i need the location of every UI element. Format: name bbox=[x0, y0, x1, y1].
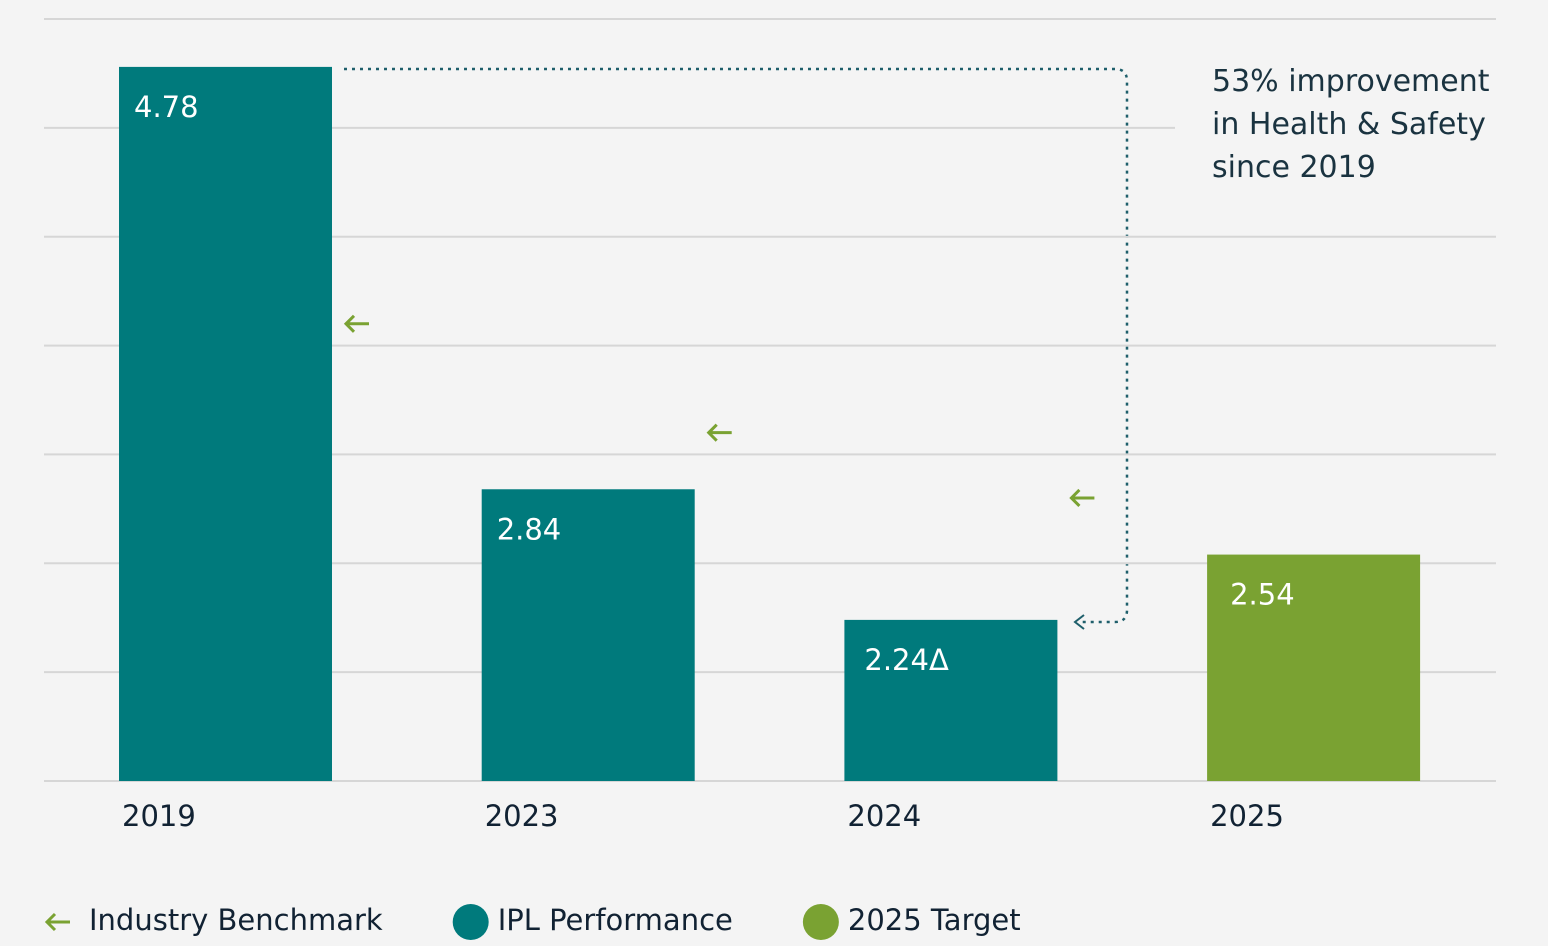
value-label: 2.54 bbox=[1230, 578, 1295, 612]
legend-marker bbox=[452, 904, 489, 940]
value-label: 2.84 bbox=[497, 512, 562, 546]
benchmark-marker bbox=[706, 423, 732, 442]
x-tick-label: 2024 bbox=[847, 799, 921, 833]
value-label: 4.78 bbox=[134, 90, 199, 124]
x-tick-label: 2019 bbox=[122, 799, 196, 833]
legend-label: 2025 Target bbox=[848, 903, 1021, 937]
legend-label: IPL Performance bbox=[498, 903, 733, 937]
bar bbox=[481, 489, 695, 781]
benchmark-marker bbox=[343, 314, 369, 333]
benchmark-marker bbox=[1069, 488, 1095, 508]
legend-marker bbox=[802, 904, 839, 940]
annotation: 53% improvement in Health & Safety since… bbox=[1212, 64, 1490, 185]
bar bbox=[119, 66, 332, 781]
legend-label: Industry Benchmark bbox=[89, 903, 383, 937]
bar bbox=[844, 619, 1058, 781]
value-label: 2.24Δ bbox=[864, 643, 949, 677]
x-tick-label: 2023 bbox=[485, 799, 559, 833]
legend-marker bbox=[44, 912, 70, 932]
bar bbox=[1207, 554, 1421, 781]
x-tick-label: 2025 bbox=[1210, 799, 1284, 833]
connector-head bbox=[1073, 614, 1085, 630]
